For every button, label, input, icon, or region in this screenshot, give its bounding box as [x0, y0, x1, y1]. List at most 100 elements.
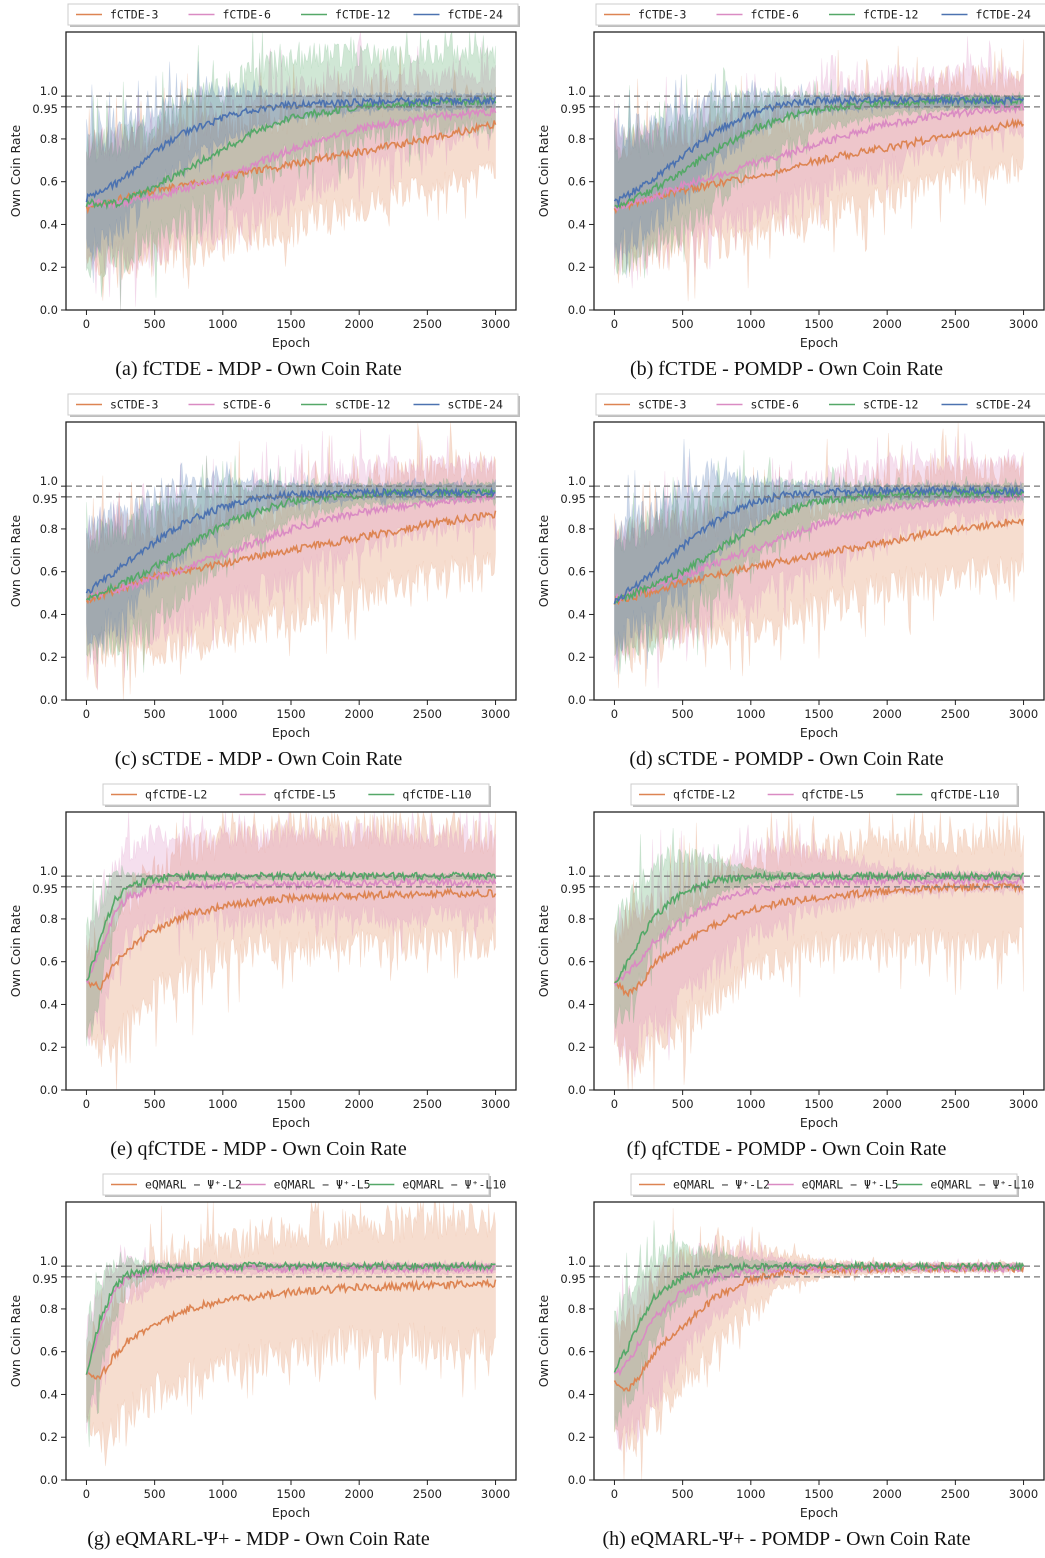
x-axis-label: Epoch	[800, 1505, 838, 1520]
panel-caption: (d) sCTDE - POMDP - Own Coin Rate	[629, 748, 944, 770]
panel-caption: (g) eQMARL-Ψ+ - MDP - Own Coin Rate	[87, 1528, 430, 1550]
chart-svg: 0 500 1000 1500 2000 2500 3000 0.0 0.2 0.4 0.6 0.8 0…	[8, 393, 520, 740]
series-line-orange	[613, 518, 1025, 606]
y-tick-label: 0.95	[560, 102, 586, 116]
legend-box	[67, 393, 519, 416]
legend-label: qfCTDE-L2	[145, 788, 207, 802]
legend-box	[595, 393, 1045, 416]
series-line-pink	[85, 1262, 496, 1376]
y-tick-label: 0.6	[568, 955, 586, 969]
chart-panel-a: 0 500 1000 1500 2000 2500 3000 0.0 0.2 0.4 0.6 0.8 0…	[0, 0, 520, 385]
series-line-pink	[613, 1261, 1025, 1377]
legend-label: sCTDE-12	[863, 398, 918, 412]
x-tick-label: 0	[611, 1097, 618, 1111]
x-tick-label: 3000	[1009, 707, 1038, 721]
chart-svg: 0 500 1000 1500 2000 2500 3000 0.0 0.2 0.4 0.6 0.8 0…	[536, 1173, 1045, 1520]
legend-box	[102, 783, 490, 806]
legend-label: sCTDE-24	[448, 398, 503, 412]
panel-caption: (a) fCTDE - MDP - Own Coin Rate	[115, 358, 402, 380]
series-line-orange	[85, 1278, 497, 1381]
x-tick-label: 2000	[873, 317, 902, 331]
x-tick-label: 1500	[276, 317, 305, 331]
chart-panel-c: 0 500 1000 1500 2000 2500 3000 0.0 0.2 0.4 0.6 0.8 0…	[0, 390, 520, 775]
chart-svg: 0 500 1000 1500 2000 2500 3000 0.0 0.2 0.4 0.6 0.8 0…	[536, 3, 1045, 350]
y-tick-label: 0.2	[40, 1430, 58, 1444]
x-axis-label: Epoch	[272, 1505, 310, 1520]
legend-label: fCTDE-3	[110, 8, 159, 22]
series-line-blue	[85, 94, 497, 203]
x-tick-label: 0	[83, 1487, 90, 1501]
y-axis-label: Own Coin Rate	[8, 515, 23, 608]
x-tick-label: 500	[672, 707, 694, 721]
x-tick-label: 2000	[873, 1097, 902, 1111]
series-line-blue	[85, 485, 496, 595]
series-line-blue	[613, 94, 1025, 208]
y-axis-label: Own Coin Rate	[536, 1295, 551, 1388]
x-tick-label: 1000	[736, 317, 765, 331]
series-line-orange	[613, 117, 1025, 215]
legend-label: fCTDE-6	[751, 8, 800, 22]
x-tick-label: 500	[144, 1097, 166, 1111]
band-pink	[86, 428, 496, 691]
series-line-pink	[613, 102, 1025, 212]
legend-label: eQMARL − Ψ⁺-L10	[930, 1178, 1034, 1192]
x-tick-label: 2500	[941, 707, 970, 721]
legend-label: qfCTDE-L5	[802, 788, 864, 802]
y-tick-label: 0.2	[568, 1430, 586, 1444]
x-axis-label: Epoch	[272, 1115, 310, 1130]
x-tick-label: 2000	[873, 707, 902, 721]
legend-label: sCTDE-12	[335, 398, 390, 412]
legend-label: eQMARL − Ψ⁺-L10	[402, 1178, 506, 1192]
panel-caption: (b) fCTDE - POMDP - Own Coin Rate	[629, 358, 944, 380]
y-tick-label: 0.2	[40, 650, 58, 664]
x-axis-label: Epoch	[272, 725, 310, 740]
y-tick-label: 1.0	[568, 1254, 586, 1268]
y-tick-label: 0.0	[40, 693, 58, 707]
y-axis-label: Own Coin Rate	[536, 125, 551, 218]
panel-caption: (h) eQMARL-Ψ+ - POMDP - Own Coin Rate	[602, 1528, 971, 1550]
y-tick-label: 1.0	[568, 474, 586, 488]
x-tick-label: 2000	[873, 1487, 902, 1501]
chart-panel-h: 0 500 1000 1500 2000 2500 3000 0.0 0.2 0.4 0.6 0.8 0…	[528, 1170, 1045, 1555]
y-tick-label: 0.0	[40, 1473, 58, 1487]
y-tick-label: 0.0	[568, 693, 586, 707]
y-tick-label: 0.6	[40, 175, 58, 189]
chart-panel-f: 0 500 1000 1500 2000 2500 3000 0.0 0.2 0.4 0.6 0.8 0…	[528, 780, 1045, 1165]
y-tick-label: 1.0	[40, 864, 58, 878]
x-tick-label: 3000	[481, 1097, 510, 1111]
y-tick-label: 0.8	[40, 522, 58, 536]
y-axis-label: Own Coin Rate	[536, 905, 551, 998]
legend-label: sCTDE-3	[110, 398, 159, 412]
panel-caption: (f) qfCTDE - POMDP - Own Coin Rate	[626, 1138, 947, 1160]
y-tick-label: 0.2	[568, 650, 586, 664]
legend-box	[595, 3, 1045, 26]
y-axis-label: Own Coin Rate	[8, 1295, 23, 1388]
x-tick-label: 1000	[208, 707, 237, 721]
legend-box	[102, 1173, 490, 1196]
x-tick-label: 2500	[941, 317, 970, 331]
y-tick-label: 0.8	[568, 522, 586, 536]
x-tick-label: 1000	[736, 1097, 765, 1111]
x-tick-label: 1500	[276, 1097, 305, 1111]
series-line-pink	[613, 874, 1025, 988]
plot-area	[66, 1202, 516, 1480]
y-tick-label: 0.95	[32, 102, 58, 116]
chart-panel-d: 0 500 1000 1500 2000 2500 3000 0.0 0.2 0.4 0.6 0.8 0…	[528, 390, 1045, 775]
band-pink	[614, 433, 1024, 689]
y-tick-label: 0.6	[40, 565, 58, 579]
legend-label: qfCTDE-L2	[673, 788, 735, 802]
x-tick-label: 1000	[208, 1487, 237, 1501]
y-tick-label: 0.0	[568, 303, 586, 317]
x-tick-label: 1500	[276, 1487, 305, 1501]
band-orange	[86, 812, 496, 1090]
band-orange	[614, 39, 1024, 302]
legend-label: sCTDE-3	[638, 398, 687, 412]
series-line-green	[85, 1259, 496, 1375]
y-tick-label: 0.4	[568, 1387, 586, 1401]
legend-label: fCTDE-24	[448, 8, 503, 22]
y-tick-label: 0.6	[568, 1345, 586, 1359]
y-tick-label: 0.0	[40, 303, 58, 317]
x-tick-label: 2500	[413, 1487, 442, 1501]
x-tick-label: 2500	[941, 1097, 970, 1111]
x-tick-label: 1500	[804, 1097, 833, 1111]
